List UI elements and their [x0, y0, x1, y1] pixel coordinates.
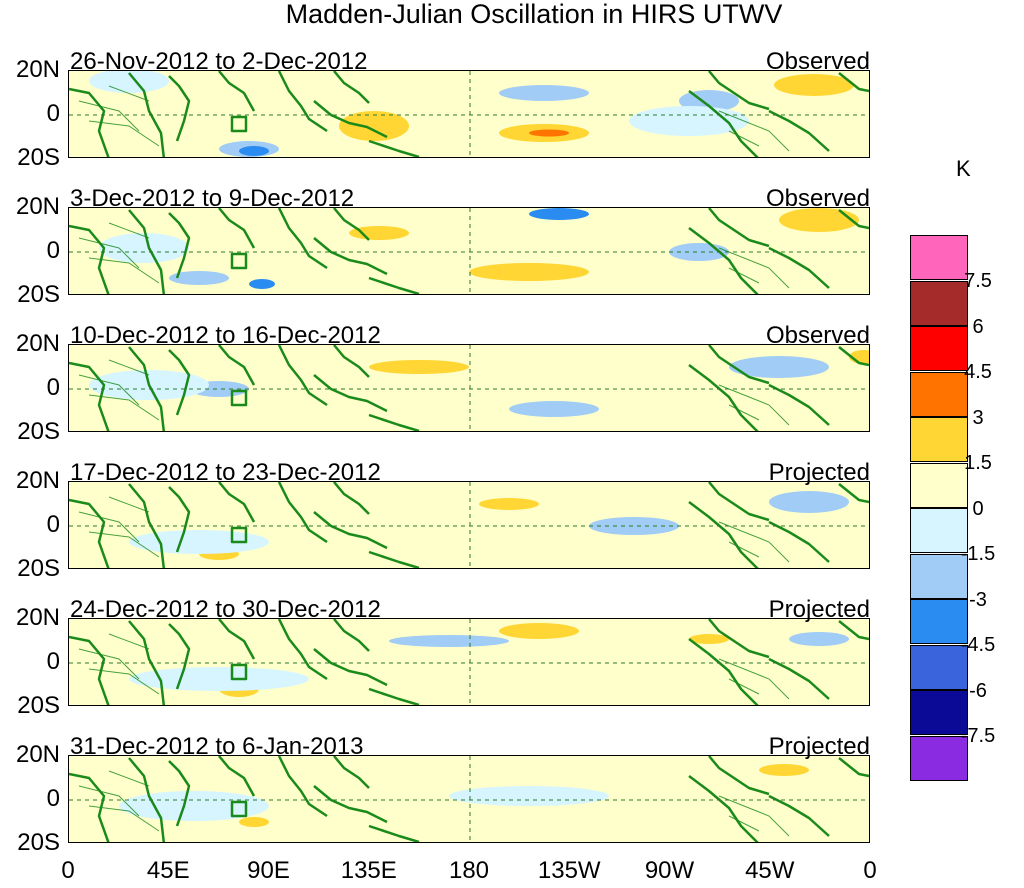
panel-status: Projected: [768, 596, 870, 623]
map-panel: 20N 0 20S 10-Dec-2012 to 16-Dec-2012 Observ…: [0, 322, 1024, 467]
latitude-label: 0: [46, 785, 60, 812]
longitude-label: 180: [448, 857, 490, 884]
latitude-label: 20N: [15, 193, 60, 220]
colorbar-label: -4.5: [960, 634, 996, 656]
longitude-label: 90W: [644, 857, 695, 884]
colorbar-label: 4.5: [964, 361, 992, 383]
panel-date-range: 26-Nov-2012 to 2-Dec-2012: [70, 48, 368, 75]
colorbar-swatch: [910, 690, 968, 735]
map-panel: 20N 0 20S 17-Dec-2012 to 23-Dec-2012 Projec…: [0, 459, 1024, 604]
map-panel: 20N 0 20S 3-Dec-2012 to 9-Dec-2012 Observed: [0, 185, 1024, 330]
colorbar-label: 0: [972, 497, 984, 520]
colorbar-swatch: [910, 553, 968, 599]
longitude-label: 90E: [247, 857, 290, 884]
latitude-label: 20S: [17, 418, 60, 445]
latitude-label: 20N: [15, 330, 60, 357]
colorbar-swatch: [910, 599, 968, 644]
latitude-label: 0: [46, 374, 60, 401]
colorbar-swatch: [910, 326, 968, 371]
anomaly-map: [68, 481, 870, 569]
colorbar-unit: K: [956, 156, 971, 181]
latitude-label: 0: [46, 511, 60, 538]
colorbar-label: -7.5: [960, 725, 996, 747]
colorbar-swatch: [910, 280, 968, 326]
anomaly-map-graphic: [69, 482, 869, 568]
latitude-label: 20N: [15, 604, 60, 631]
anomaly-map-graphic: [69, 71, 869, 157]
latitude-label: 0: [46, 648, 60, 675]
anomaly-map: [68, 618, 870, 706]
latitude-label: 20S: [17, 144, 60, 171]
latitude-label: 20S: [17, 692, 60, 719]
anomaly-map-graphic: [69, 756, 869, 842]
longitude-label: 45E: [146, 857, 190, 884]
colorbar-label: -1.5: [960, 543, 996, 565]
latitude-label: 20S: [17, 281, 60, 308]
panel-date-range: 3-Dec-2012 to 9-Dec-2012: [70, 185, 355, 212]
colorbar-label: -3: [969, 588, 987, 611]
map-panel: 20N 0 20S 31-Dec-2012 to 6-Jan-2013 Project…: [0, 733, 1024, 878]
colorbar-swatch: [910, 417, 968, 462]
latitude-label: 0: [46, 237, 60, 264]
longitude-label: 0: [61, 857, 75, 884]
panel-status: Observed: [765, 322, 870, 349]
longitude-label: 135E: [340, 857, 397, 884]
colorbar-swatch: [910, 235, 968, 280]
latitude-label: 20N: [15, 741, 60, 768]
longitude-label: 135W: [537, 857, 601, 884]
anomaly-map: [68, 70, 870, 158]
panel-date-range: 31-Dec-2012 to 6-Jan-2013: [70, 733, 364, 760]
longitude-axis: 0 45E 90E 135E 180 135W 90W 45W 0: [0, 858, 1024, 888]
longitude-label: 0: [863, 857, 877, 884]
map-panel: 20N 0 20S 26-Nov-2012 to 2-Dec-2012 Observe…: [0, 48, 1024, 193]
colorbar-swatch: [910, 371, 968, 417]
colorbar-swatch: [910, 508, 968, 553]
panel-date-range: 24-Dec-2012 to 30-Dec-2012: [70, 596, 381, 623]
anomaly-map: [68, 207, 870, 295]
longitude-label: 45W: [745, 857, 795, 884]
panel-status: Observed: [765, 48, 870, 75]
anomaly-map-graphic: [69, 208, 869, 294]
anomaly-map: [68, 755, 870, 843]
anomaly-map: [68, 344, 870, 432]
latitude-label: 20S: [17, 555, 60, 582]
anomaly-map-graphic: [69, 345, 869, 431]
map-panel: 20N 0 20S 24-Dec-2012 to 30-Dec-2012 Projec…: [0, 596, 1024, 741]
panel-status: Observed: [765, 185, 870, 212]
figure-title: Madden-Julian Oscillation in HIRS UTWV: [285, 0, 783, 29]
panel-status: Projected: [768, 459, 870, 486]
panel-date-range: 17-Dec-2012 to 23-Dec-2012: [70, 459, 381, 486]
latitude-label: 20N: [15, 467, 60, 494]
colorbar-label: 7.5: [964, 270, 992, 292]
panel-date-range: 10-Dec-2012 to 16-Dec-2012: [70, 322, 381, 349]
colorbar-swatch: [910, 462, 968, 508]
colorbar-swatch: [910, 735, 968, 781]
latitude-label: 20S: [17, 829, 60, 856]
latitude-label: 20N: [15, 56, 60, 83]
colorbar-label: 1.5: [964, 452, 992, 474]
panel-status: Projected: [768, 733, 870, 760]
colorbar-label: 3: [972, 406, 984, 429]
anomaly-map-graphic: [69, 619, 869, 705]
latitude-label: 0: [46, 100, 60, 127]
colorbar-swatch: [910, 644, 968, 690]
colorbar-label: 6: [972, 315, 984, 338]
colorbar-label: -6: [969, 679, 987, 702]
